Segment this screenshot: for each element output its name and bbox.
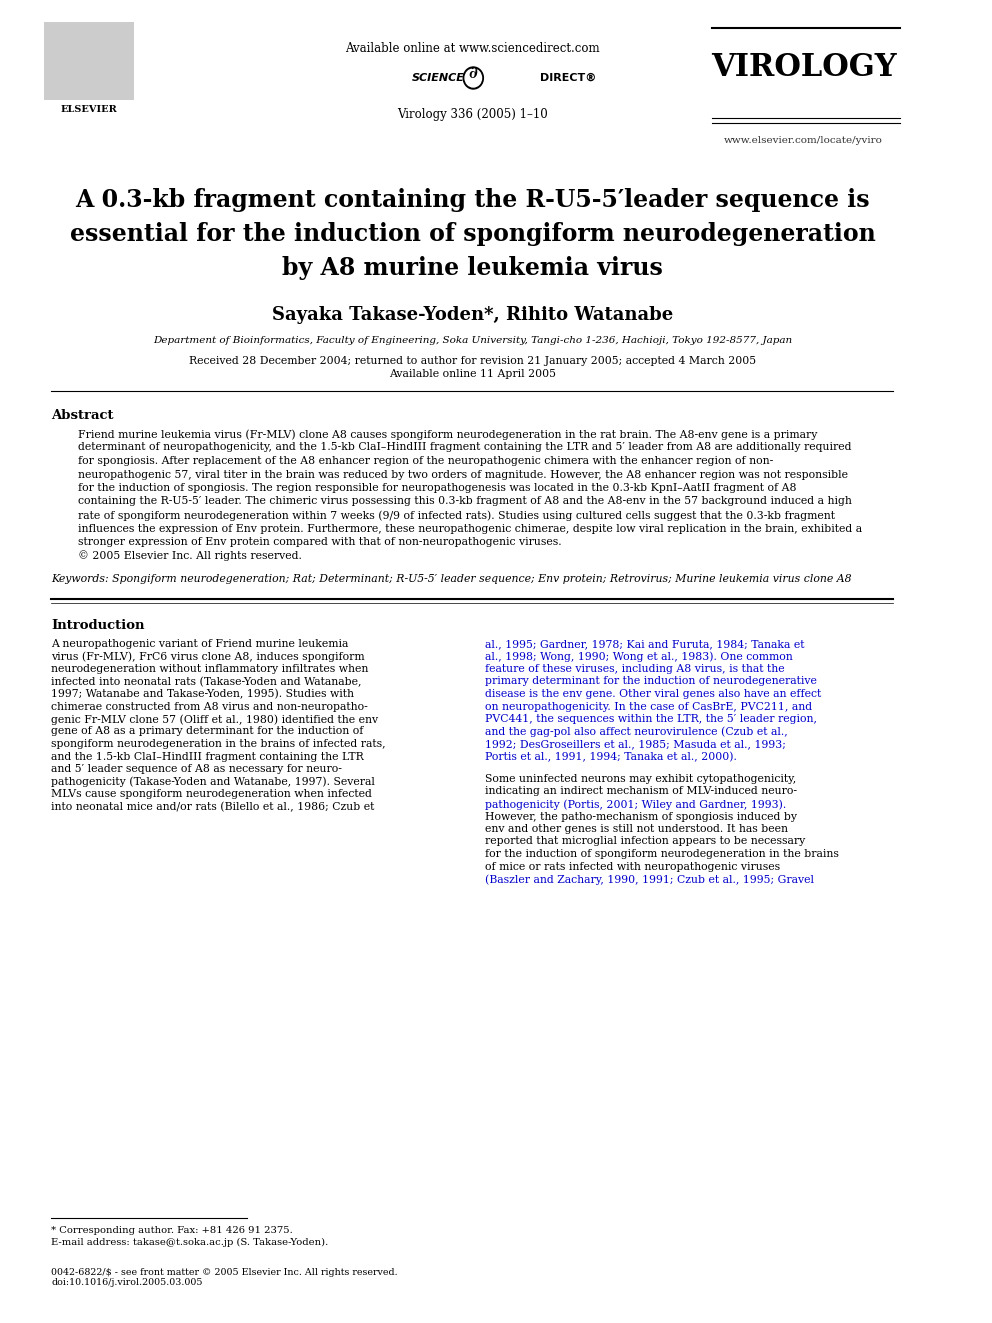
Text: ∂: ∂	[469, 66, 478, 82]
Text: VIROLOGY: VIROLOGY	[711, 52, 897, 83]
Text: spongiform neurodegeneration in the brains of infected rats,: spongiform neurodegeneration in the brai…	[52, 740, 386, 749]
Text: rate of spongiform neurodegeneration within 7 weeks (9/9 of infected rats). Stud: rate of spongiform neurodegeneration wit…	[78, 509, 835, 520]
Text: containing the R-U5-5′ leader. The chimeric virus possessing this 0.3-kb fragmen: containing the R-U5-5′ leader. The chime…	[78, 496, 852, 507]
Text: neurodegeneration without inflammatory infiltrates when: neurodegeneration without inflammatory i…	[52, 664, 369, 673]
Text: DIRECT®: DIRECT®	[540, 73, 596, 83]
Text: genic Fr-MLV clone 57 (Oliff et al., 1980) identified the env: genic Fr-MLV clone 57 (Oliff et al., 198…	[52, 714, 379, 725]
Text: Received 28 December 2004; returned to author for revision 21 January 2005; acce: Received 28 December 2004; returned to a…	[188, 356, 756, 366]
Text: (Baszler and Zachary, 1990, 1991; Czub et al., 1995; Gravel: (Baszler and Zachary, 1990, 1991; Czub e…	[485, 875, 814, 885]
Text: A neuropathogenic variant of Friend murine leukemia: A neuropathogenic variant of Friend muri…	[52, 639, 349, 650]
Text: MLVs cause spongiform neurodegeneration when infected: MLVs cause spongiform neurodegeneration …	[52, 789, 372, 799]
Text: and the 1.5-kb ClaI–HindIII fragment containing the LTR: and the 1.5-kb ClaI–HindIII fragment con…	[52, 751, 364, 762]
Text: © 2005 Elsevier Inc. All rights reserved.: © 2005 Elsevier Inc. All rights reserved…	[78, 550, 302, 561]
Text: * Corresponding author. Fax: +81 426 91 2375.: * Corresponding author. Fax: +81 426 91 …	[52, 1226, 294, 1234]
Circle shape	[463, 67, 483, 89]
Text: PVC441, the sequences within the LTR, the 5′ leader region,: PVC441, the sequences within the LTR, th…	[485, 714, 817, 724]
Text: A 0.3-kb fragment containing the R-U5-5′leader sequence is: A 0.3-kb fragment containing the R-U5-5′…	[75, 188, 870, 212]
Text: 1992; DesGroseillers et al., 1985; Masuda et al., 1993;: 1992; DesGroseillers et al., 1985; Masud…	[485, 740, 786, 749]
Text: for spongiosis. After replacement of the A8 enhancer region of the neuropathogen: for spongiosis. After replacement of the…	[78, 456, 773, 466]
Text: influences the expression of Env protein. Furthermore, these neuropathogenic chi: influences the expression of Env protein…	[78, 524, 862, 533]
Text: Abstract: Abstract	[52, 409, 114, 422]
Text: al., 1998; Wong, 1990; Wong et al., 1983). One common: al., 1998; Wong, 1990; Wong et al., 1983…	[485, 651, 793, 662]
Text: al., 1995; Gardner, 1978; Kai and Furuta, 1984; Tanaka et: al., 1995; Gardner, 1978; Kai and Furuta…	[485, 639, 805, 650]
Text: essential for the induction of spongiform neurodegeneration: essential for the induction of spongifor…	[69, 222, 875, 246]
Text: Portis et al., 1991, 1994; Tanaka et al., 2000).: Portis et al., 1991, 1994; Tanaka et al.…	[485, 751, 737, 762]
Text: However, the patho-mechanism of spongiosis induced by: However, the patho-mechanism of spongios…	[485, 811, 798, 822]
Text: pathogenicity (Takase-Yoden and Watanabe, 1997). Several: pathogenicity (Takase-Yoden and Watanabe…	[52, 777, 375, 787]
Text: Keywords: Spongiform neurodegeneration; Rat; Determinant; R-U5-5′ leader sequenc: Keywords: Spongiform neurodegeneration; …	[52, 574, 852, 583]
Text: Friend murine leukemia virus (Fr-MLV) clone A8 causes spongiform neurodegenerati: Friend murine leukemia virus (Fr-MLV) cl…	[78, 429, 817, 439]
Bar	[44, 22, 134, 101]
Text: 1997; Watanabe and Takase-Yoden, 1995). Studies with: 1997; Watanabe and Takase-Yoden, 1995). …	[52, 689, 354, 700]
Text: on neuropathogenicity. In the case of CasBrE, PVC211, and: on neuropathogenicity. In the case of Ca…	[485, 701, 812, 712]
Text: disease is the env gene. Other viral genes also have an effect: disease is the env gene. Other viral gen…	[485, 689, 821, 699]
Text: neuropathogenic 57, viral titer in the brain was reduced by two orders of magnit: neuropathogenic 57, viral titer in the b…	[78, 470, 848, 479]
Text: Available online 11 April 2005: Available online 11 April 2005	[389, 369, 556, 378]
Text: Virology 336 (2005) 1–10: Virology 336 (2005) 1–10	[397, 108, 548, 120]
Text: feature of these viruses, including A8 virus, is that the: feature of these viruses, including A8 v…	[485, 664, 785, 673]
Text: ELSEVIER: ELSEVIER	[61, 105, 117, 114]
Text: and 5′ leader sequence of A8 as necessary for neuro-: and 5′ leader sequence of A8 as necessar…	[52, 763, 342, 774]
Text: of mice or rats infected with neuropathogenic viruses: of mice or rats infected with neuropatho…	[485, 861, 781, 872]
Text: SCIENCE: SCIENCE	[412, 73, 465, 83]
Text: Introduction: Introduction	[52, 619, 145, 632]
Text: Some uninfected neurons may exhibit cytopathogenicity,: Some uninfected neurons may exhibit cyto…	[485, 774, 797, 785]
Text: for the induction of spongiosis. The region responsible for neuropathogenesis wa: for the induction of spongiosis. The reg…	[78, 483, 797, 493]
Text: env and other genes is still not understood. It has been: env and other genes is still not underst…	[485, 824, 789, 833]
Text: 0042-6822/$ - see front matter © 2005 Elsevier Inc. All rights reserved.
doi:10.: 0042-6822/$ - see front matter © 2005 El…	[52, 1267, 398, 1287]
Text: virus (Fr-MLV), FrC6 virus clone A8, induces spongiform: virus (Fr-MLV), FrC6 virus clone A8, ind…	[52, 651, 365, 662]
Text: Department of Bioinformatics, Faculty of Engineering, Soka University, Tangi-cho: Department of Bioinformatics, Faculty of…	[153, 336, 792, 345]
Text: www.elsevier.com/locate/yviro: www.elsevier.com/locate/yviro	[724, 136, 883, 146]
Text: and the gag-pol also affect neurovirulence (Czub et al.,: and the gag-pol also affect neurovirulen…	[485, 726, 788, 737]
Text: determinant of neuropathogenicity, and the 1.5-kb ClaI–HindIII fragment containi: determinant of neuropathogenicity, and t…	[78, 442, 851, 452]
Text: stronger expression of Env protein compared with that of non-neuropathogenic vir: stronger expression of Env protein compa…	[78, 537, 561, 546]
Text: into neonatal mice and/or rats (Bilello et al., 1986; Czub et: into neonatal mice and/or rats (Bilello …	[52, 802, 375, 812]
Text: pathogenicity (Portis, 2001; Wiley and Gardner, 1993).: pathogenicity (Portis, 2001; Wiley and G…	[485, 799, 787, 810]
Text: reported that microglial infection appears to be necessary: reported that microglial infection appea…	[485, 836, 806, 847]
Text: indicating an indirect mechanism of MLV-induced neuro-: indicating an indirect mechanism of MLV-…	[485, 786, 798, 796]
Text: infected into neonatal rats (Takase-Yoden and Watanabe,: infected into neonatal rats (Takase-Yode…	[52, 676, 362, 687]
Text: primary determinant for the induction of neurodegenerative: primary determinant for the induction of…	[485, 676, 817, 687]
Text: Available online at www.sciencedirect.com: Available online at www.sciencedirect.co…	[345, 42, 600, 56]
Text: Sayaka Takase-Yoden*, Rihito Watanabe: Sayaka Takase-Yoden*, Rihito Watanabe	[272, 306, 673, 324]
Text: chimerae constructed from A8 virus and non-neuropatho-: chimerae constructed from A8 virus and n…	[52, 701, 368, 712]
Text: by A8 murine leukemia virus: by A8 murine leukemia virus	[282, 255, 663, 280]
Text: E-mail address: takase@t.soka.ac.jp (S. Takase-Yoden).: E-mail address: takase@t.soka.ac.jp (S. …	[52, 1238, 328, 1248]
Text: gene of A8 as a primary determinant for the induction of: gene of A8 as a primary determinant for …	[52, 726, 364, 737]
Text: for the induction of spongiform neurodegeneration in the brains: for the induction of spongiform neurodeg…	[485, 849, 839, 859]
Circle shape	[465, 69, 481, 87]
